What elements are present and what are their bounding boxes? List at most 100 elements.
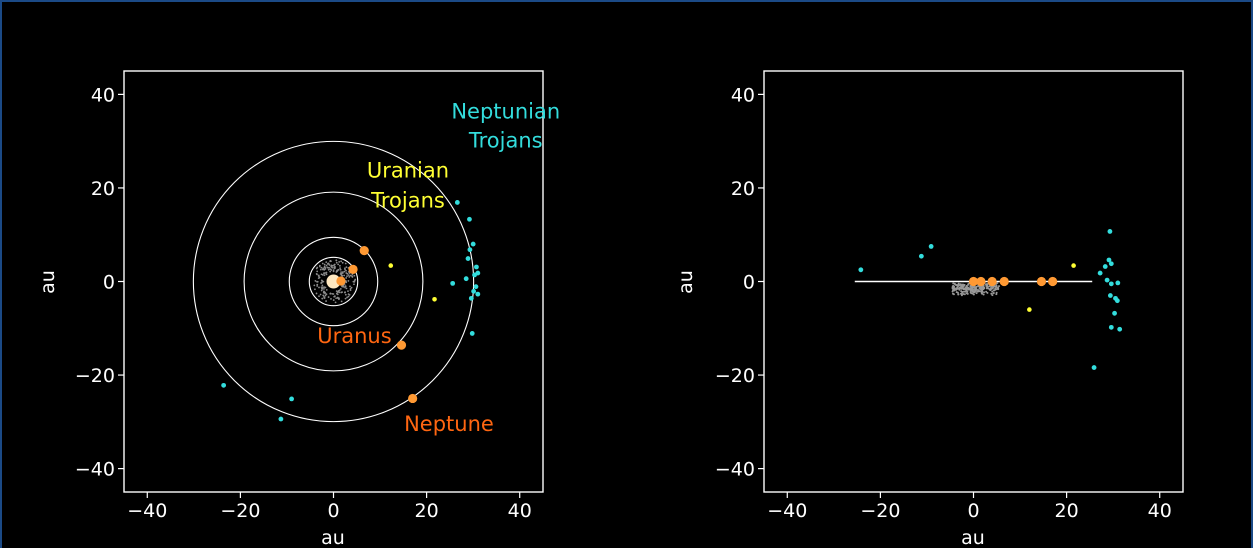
asteroid-point	[974, 289, 977, 292]
neptunian-trojan-point	[475, 291, 481, 297]
asteroid-point	[974, 288, 977, 291]
edge-on-plot: au au −40 −20 0 20 40 −40 −20 0 20 40	[675, 70, 1184, 548]
x-tick-label: −20	[220, 500, 260, 522]
orbit-ring	[243, 191, 424, 372]
asteroid-point	[335, 271, 338, 273]
asteroid-point	[966, 292, 969, 295]
neptunian-trojan-point	[1115, 280, 1121, 286]
asteroid-point	[335, 261, 338, 264]
asteroid-point	[345, 287, 348, 290]
asteroid-point	[992, 291, 995, 294]
neptunian-trojan-point	[463, 276, 469, 282]
y-tick-label: 20	[91, 178, 115, 200]
asteroid-point	[323, 274, 326, 277]
asteroid-point	[321, 273, 324, 276]
neptunian-trojan-point	[1102, 264, 1108, 269]
asteroid-point	[347, 295, 350, 298]
x-tick-label: 20	[1055, 500, 1079, 522]
asteroid-point	[318, 295, 320, 298]
asteroid-point	[325, 261, 328, 264]
asteroid-point	[313, 284, 316, 287]
asteroid-point	[349, 285, 351, 288]
x-tick-label: −40	[767, 500, 807, 522]
asteroid-point	[329, 270, 332, 273]
neptunian-trojan-point	[289, 396, 294, 402]
asteroid-point	[961, 290, 964, 293]
asteroid-point	[966, 290, 969, 293]
asteroid-point	[985, 290, 988, 293]
asteroid-point	[964, 290, 967, 293]
asteroid-point	[316, 270, 319, 273]
x-tick-label: −20	[860, 500, 900, 522]
asteroid-point	[956, 291, 959, 294]
asteroid-point	[959, 283, 962, 286]
asteroid-point	[344, 262, 347, 265]
asteroid-point	[321, 286, 324, 289]
asteroid-point	[337, 290, 340, 293]
asteroid-point	[983, 291, 986, 294]
asteroid-point	[332, 293, 335, 295]
asteroid-point	[344, 293, 347, 296]
neptunian-trojan-point	[1108, 281, 1114, 287]
asteroid-point	[962, 292, 965, 295]
planet-marker	[987, 276, 997, 287]
planet-marker	[396, 340, 407, 350]
asteroid-point	[348, 276, 351, 278]
asteroid-point	[336, 269, 339, 272]
asteroid-point	[325, 288, 328, 291]
asteroid-point	[960, 292, 963, 295]
asteroid-point	[977, 285, 980, 288]
asteroid-point	[993, 285, 996, 288]
sun-marker	[326, 274, 341, 289]
neptunian-trojan-point	[928, 244, 934, 249]
asteroid-point	[957, 293, 960, 296]
asteroid-point	[319, 268, 322, 271]
asteroid-point	[314, 288, 316, 291]
neptunian-trojan-point	[469, 331, 475, 336]
y-tick-label: −40	[75, 459, 115, 481]
asteroid-point	[319, 293, 322, 296]
asteroid-point	[345, 266, 348, 268]
neptunian-trojan-point	[473, 284, 479, 290]
asteroid-point	[338, 297, 340, 300]
asteroid-point	[338, 261, 341, 263]
asteroid-point	[315, 272, 318, 275]
neptunian-trojan-point	[1107, 293, 1113, 298]
asteroid-point	[990, 292, 993, 295]
annotation-label: Uranus	[317, 324, 391, 348]
x-axis-label: au	[321, 527, 345, 548]
asteroid-point	[967, 287, 970, 290]
asteroid-point	[323, 272, 326, 274]
asteroid-point	[346, 275, 348, 277]
neptunian-trojan-point	[468, 295, 474, 301]
orbit-ring	[308, 256, 359, 307]
asteroid-point	[958, 288, 961, 291]
asteroid-point	[343, 267, 346, 270]
asteroid-point	[995, 291, 998, 294]
asteroid-point	[322, 291, 325, 294]
neptunian-trojan-point	[471, 288, 477, 294]
asteroid-point	[340, 271, 342, 274]
asteroid-point	[344, 291, 346, 294]
asteroid-point	[340, 260, 343, 263]
asteroid-point	[344, 297, 347, 300]
asteroid-point	[315, 292, 318, 295]
planet-marker	[976, 276, 986, 287]
annotation-label: Uranian	[367, 159, 449, 183]
asteroid-point	[320, 282, 322, 284]
neptunian-trojan-point	[475, 270, 481, 276]
planet-marker	[336, 276, 346, 286]
annotation-label: Trojans	[468, 129, 543, 153]
asteroid-point	[330, 264, 333, 267]
asteroid-point	[328, 264, 331, 266]
uranian-trojan-point	[1071, 263, 1076, 268]
asteroid-point	[970, 286, 973, 289]
x-tick-label: 0	[327, 500, 339, 522]
asteroid-point	[339, 264, 341, 267]
asteroid-point	[333, 263, 336, 266]
asteroid-point	[318, 265, 321, 268]
asteroid-point	[330, 269, 333, 271]
asteroid-point	[991, 290, 994, 293]
asteroid-point	[322, 294, 325, 297]
asteroid-point	[321, 280, 324, 283]
